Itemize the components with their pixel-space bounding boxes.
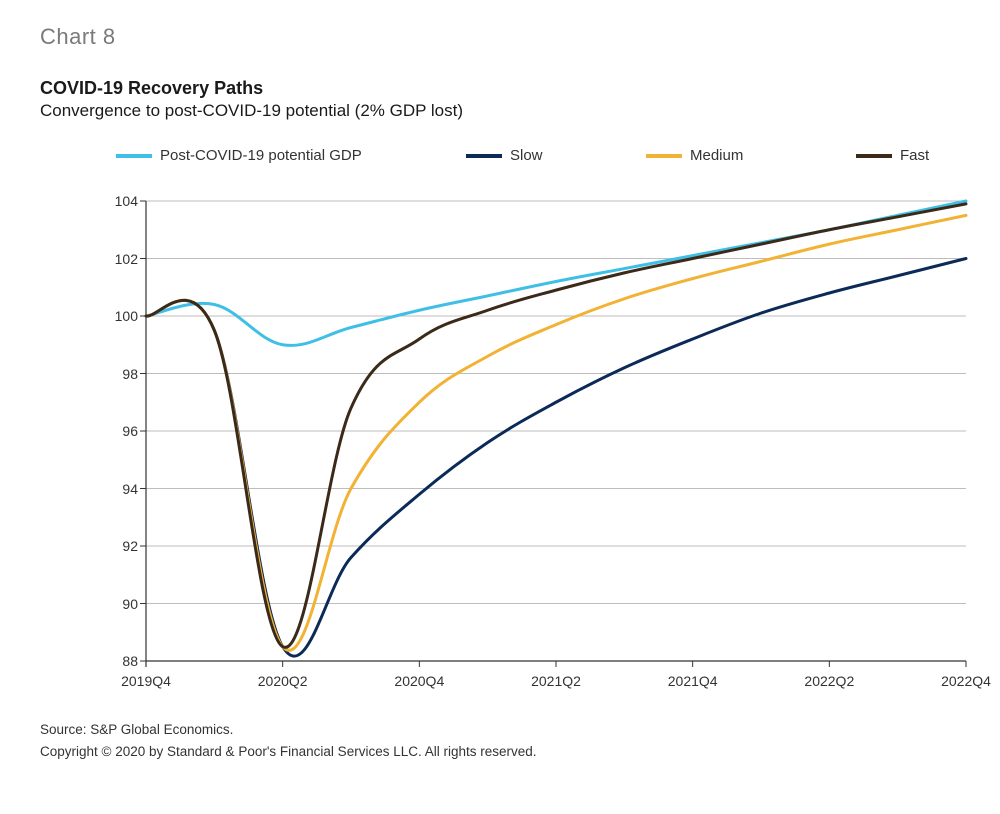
line-chart — [96, 141, 976, 701]
y-tick-label: 94 — [98, 481, 138, 497]
chart-number-label: Chart 8 — [40, 24, 964, 50]
series-line — [146, 204, 966, 647]
y-tick-label: 104 — [98, 193, 138, 209]
plot-container: Post-COVID-19 potential GDPSlowMediumFas… — [96, 141, 976, 701]
y-tick-label: 88 — [98, 653, 138, 669]
x-tick-label: 2020Q2 — [258, 673, 308, 689]
x-tick-label: 2022Q2 — [804, 673, 854, 689]
x-tick-label: 2019Q4 — [121, 673, 171, 689]
copyright-line: Copyright © 2020 by Standard & Poor's Fi… — [40, 741, 964, 763]
y-tick-label: 96 — [98, 423, 138, 439]
x-tick-label: 2022Q4 — [941, 673, 991, 689]
y-tick-label: 90 — [98, 596, 138, 612]
chart-subtitle: Convergence to post-COVID-19 potential (… — [40, 101, 964, 121]
y-tick-label: 102 — [98, 251, 138, 267]
y-tick-label: 98 — [98, 366, 138, 382]
y-tick-label: 92 — [98, 538, 138, 554]
chart-footer: Source: S&P Global Economics. Copyright … — [40, 719, 964, 762]
source-line: Source: S&P Global Economics. — [40, 719, 964, 741]
x-tick-label: 2020Q4 — [394, 673, 444, 689]
y-tick-label: 100 — [98, 308, 138, 324]
series-line — [146, 259, 966, 657]
x-tick-label: 2021Q2 — [531, 673, 581, 689]
page: Chart 8 COVID-19 Recovery Paths Converge… — [0, 0, 1000, 814]
chart-title: COVID-19 Recovery Paths — [40, 78, 964, 99]
x-tick-label: 2021Q4 — [668, 673, 718, 689]
